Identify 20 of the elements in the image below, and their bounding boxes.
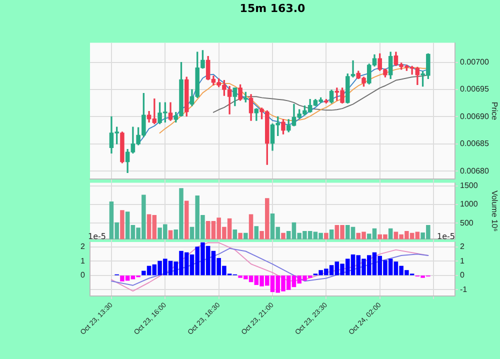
annotation: 1e-5 <box>88 232 106 242</box>
y2-tick-label: 2 <box>80 242 86 252</box>
chart-title: 15m 163.0 <box>238 2 306 15</box>
y-tick-label: 2 <box>460 242 465 252</box>
y2-tick-label: 0 <box>80 270 86 280</box>
y-axis-title: Price <box>490 102 499 121</box>
y-tick-label: 500 <box>460 218 474 228</box>
y-tick-label: 0 <box>460 270 465 280</box>
y-tick-label: 0.00690 <box>460 112 490 121</box>
y-tick-label: 0.00695 <box>460 84 490 94</box>
y-tick-label: 1500 <box>460 180 478 190</box>
y-tick-label: 0.00700 <box>460 58 490 67</box>
y-tick-label: 0.00685 <box>460 139 490 148</box>
y-axis-title: Volume 10⁶ <box>490 190 499 232</box>
y2-tick-label: 1 <box>80 256 86 266</box>
y-tick-label: 0.00680 <box>460 166 490 176</box>
y-tick-label: 1000 <box>460 200 478 209</box>
annotation: 1e-5 <box>437 232 455 242</box>
y-tick-label: 1 <box>460 256 465 266</box>
y-tick-label: -1 <box>460 284 468 294</box>
